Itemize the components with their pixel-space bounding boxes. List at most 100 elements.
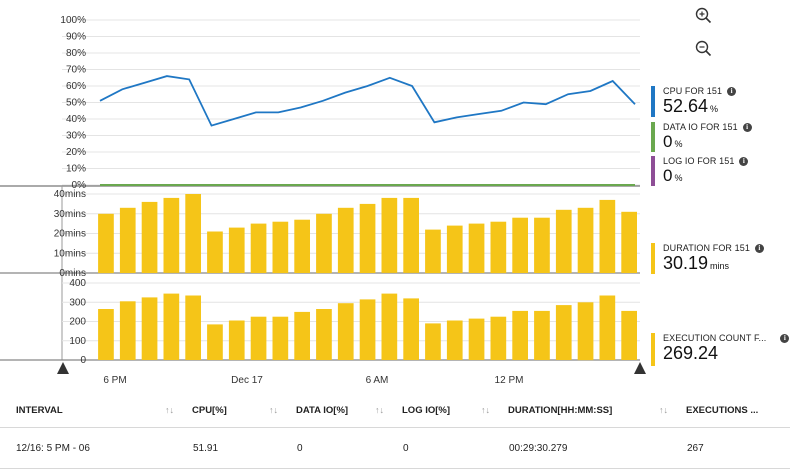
column-header-duration[interactable]: DURATION[HH:MM:SS] ↑↓ [508,393,686,428]
y-tick-label: 20mins [54,229,86,240]
executions-chart-bars [98,293,637,361]
duration-bar [337,207,354,273]
legend-cpu-unit: % [710,104,719,114]
legend-log-io-value: 0 [663,166,673,185]
duration-bar [185,194,201,273]
y-tick-label: 20% [66,147,86,158]
legend-duration[interactable]: DURATION FOR 151 i 30.19 mins [651,243,764,274]
y-tick-label: 60% [66,81,86,92]
legend-data-io[interactable]: DATA IO FOR 151 i 0% [651,122,752,152]
legend-executions[interactable]: EXECUTION COUNT F... i 269.24 [651,333,790,366]
y-tick-label: 50% [66,98,86,109]
sort-icon[interactable]: ↑↓ [269,404,278,415]
duration-bar [98,213,114,274]
y-tick-label: 30mins [54,209,86,220]
cell-duration: 00:29:30.279 [508,427,686,469]
cell-executions: 267 [686,427,790,469]
y-tick-label: 40% [66,114,86,125]
column-header-log-io[interactable]: LOG IO[%] ↑↓ [402,393,508,428]
legend-duration-label: DURATION FOR 151 [663,243,750,253]
column-header-cpu[interactable]: CPU[%] ↑↓ [192,393,296,428]
duration-bar [621,211,637,273]
duration-chart-y-axis: 40mins 30mins 20mins 10mins 0mins [54,189,86,279]
zoom-in-button[interactable] [694,6,714,26]
y-tick-label: 0 [80,355,86,366]
executions-bar [381,293,398,360]
legend-log-io-label: LOG IO FOR 151 [663,156,735,166]
executions-bar [425,323,441,360]
duration-bar [250,223,267,273]
duration-bar [425,229,441,274]
sort-icon[interactable]: ↑↓ [659,404,668,415]
executions-bar [446,320,463,360]
legend-cpu[interactable]: CPU FOR 151 i 52.64% [651,86,737,117]
legend-duration-unit: mins [710,261,730,271]
executions-chart-y-axis: 400 300 200 100 0 [69,278,86,366]
y-tick-label: 0% [72,180,87,191]
sort-icon[interactable]: ↑↓ [165,404,174,415]
executions-bar [403,298,419,360]
y-tick-label: 80% [66,48,86,59]
legend-log-io-unit: % [674,173,683,183]
executions-bar [359,299,376,360]
y-tick-label: 10mins [54,248,86,259]
info-icon[interactable]: i [754,244,764,253]
cell-interval: 12/16: 5 PM - 06 [0,427,192,469]
duration-bar [446,225,463,273]
cpu-series-line [99,75,636,127]
info-icon[interactable]: i [727,87,737,96]
column-header-data-io[interactable]: DATA IO[%] ↑↓ [296,393,402,428]
duration-bar [272,221,289,274]
executions-bar [98,309,114,360]
duration-bar [468,223,485,273]
duration-bar [207,231,223,273]
duration-bar [228,227,245,273]
column-header-interval[interactable]: INTERVAL ↑↓ [0,393,192,428]
legend-cpu-label: CPU FOR 151 [663,86,723,96]
executions-bar [337,303,354,360]
legend-data-io-value: 0 [663,132,673,151]
sort-icon[interactable]: ↑↓ [375,404,384,415]
sort-icon[interactable]: ↑↓ [481,404,490,415]
executions-bar [490,316,507,360]
duration-bar [163,197,180,273]
executions-bar [577,302,594,361]
column-header-executions[interactable]: EXECUTIONS ... [686,393,790,428]
range-end-handle[interactable] [634,362,646,374]
legend-log-io[interactable]: LOG IO FOR 151 i 0% [651,156,749,186]
cpu-chart-grid [0,19,640,187]
executions-bar [163,293,180,360]
duration-bar [534,217,550,273]
zoom-out-button[interactable] [694,39,714,59]
legend-data-io-label: DATA IO FOR 151 [663,122,738,132]
y-tick-label: 10% [66,164,86,175]
cpu-chart-y-axis: 100% 90% 80% 70% 60% 50% 40% 30% 20% 10% 0% [60,15,86,191]
cell-cpu: 51.91 [192,427,296,469]
info-icon[interactable]: i [739,157,749,166]
y-tick-label: 400 [69,278,86,289]
info-icon[interactable]: i [780,334,790,343]
x-tick-label: Dec 17 [231,375,263,386]
cell-log-io: 0 [402,427,508,469]
x-tick-label: 6 AM [366,375,389,386]
duration-bar [403,197,419,273]
cell-data-io: 0 [296,427,402,469]
executions-bar [207,324,223,360]
duration-bar [119,207,136,273]
y-tick-label: 300 [69,297,86,308]
duration-bar [294,219,310,273]
y-tick-label: 100% [60,15,86,26]
info-icon[interactable]: i [742,123,752,132]
duration-bar [381,197,398,273]
executions-bar [555,305,572,360]
x-tick-label: 6 PM [103,375,126,386]
executions-bar [468,318,485,360]
legend-executions-label: EXECUTION COUNT F... [663,333,767,343]
legend-executions-value: 269.24 [663,343,719,363]
y-tick-label: 30% [66,131,86,142]
executions-bar [228,320,245,360]
table-row[interactable]: 12/16: 5 PM - 06 51.91 0 0 00:29:30.279 … [0,427,790,469]
range-start-handle[interactable] [57,362,69,374]
executions-bar [272,316,289,360]
legend-data-io-unit: % [674,139,683,149]
